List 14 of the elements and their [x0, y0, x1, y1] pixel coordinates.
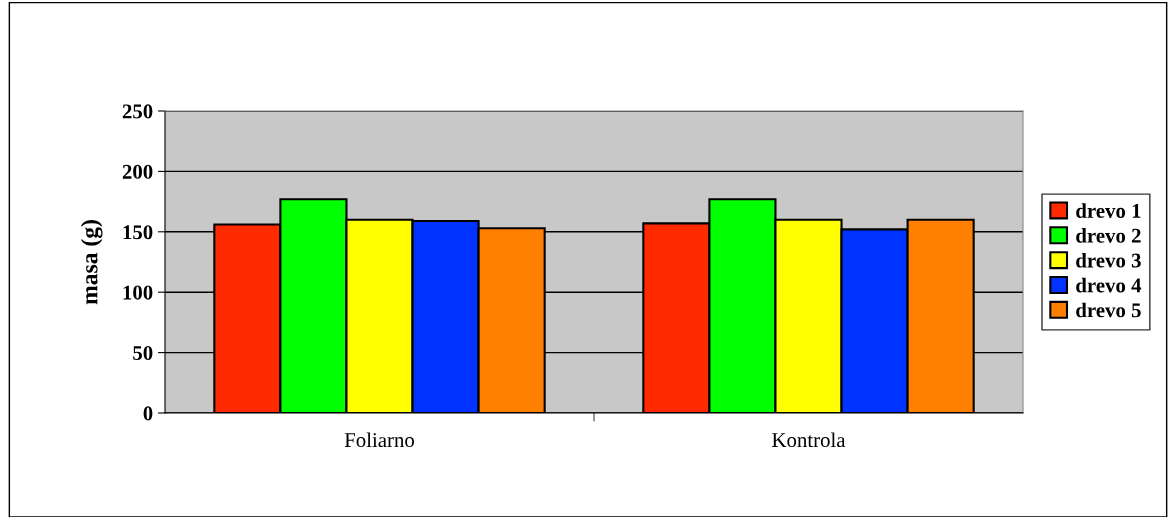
x-tick-label: Kontrola — [772, 432, 846, 448]
y-tick-label: 50 — [133, 345, 153, 361]
y-tick-label: 200 — [122, 164, 153, 179]
legend-label: drevo 5 — [1076, 302, 1141, 318]
legend-label: drevo 2 — [1076, 228, 1141, 243]
legend-label: drevo 3 — [1076, 252, 1141, 268]
y-tick-label: 0 — [143, 406, 153, 421]
x-tick-label: Foliarno — [344, 432, 415, 448]
y-tick-label: 250 — [122, 104, 153, 119]
y-tick-label: 150 — [123, 225, 153, 240]
y-tick-label: 100 — [123, 285, 153, 300]
legend-label: drevo 4 — [1076, 277, 1142, 293]
y-axis-title: masa (g) — [80, 220, 103, 305]
legend-label: drevo 1 — [1076, 203, 1141, 218]
